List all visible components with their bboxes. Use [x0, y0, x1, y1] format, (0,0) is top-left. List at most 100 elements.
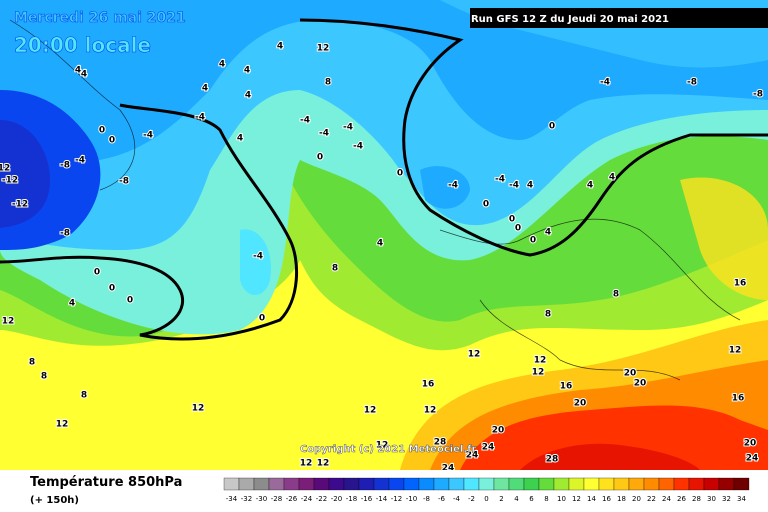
contour-label: 0: [99, 126, 105, 136]
scale-swatch: [463, 477, 480, 491]
scale-tick-label: -10: [406, 495, 417, 503]
contour-label: -8: [753, 90, 763, 100]
scale-swatch: [673, 477, 690, 491]
scale-swatch: [403, 477, 420, 491]
contour-label: 20: [492, 426, 505, 436]
contour-label: 4: [69, 299, 75, 309]
contour-label: 12: [532, 368, 545, 378]
contour-label: 4: [545, 228, 551, 238]
scale-tick-label: -30: [256, 495, 267, 503]
contour-label: 16: [732, 394, 745, 404]
contour-label: 8: [613, 290, 619, 300]
contour-label: 0: [515, 224, 521, 234]
contour-label: 4: [377, 239, 383, 249]
contour-label: 8: [325, 78, 331, 88]
contour-label: 4: [609, 173, 615, 183]
scale-tick-label: 28: [692, 495, 701, 503]
scale-swatch: [478, 477, 495, 491]
contour-label: 0: [127, 296, 133, 306]
scale-swatch: [658, 477, 675, 491]
contour-label: 4: [527, 181, 533, 191]
scale-swatch: [223, 477, 240, 491]
color-scale: -34 -32 -30 -28 -26 -24 -22 -20 -18 -16 -14 -12 -10-…: [223, 477, 750, 503]
footer-bar: [0, 470, 768, 512]
footer-title: Température 850hPa: [30, 475, 182, 490]
contour-label: 20: [574, 399, 587, 409]
contour-label: 4: [587, 181, 593, 191]
scale-tick-label: 20: [632, 495, 641, 503]
contour-label: 16: [422, 380, 435, 390]
footer-lead: (+ 150h): [30, 495, 79, 506]
scale-swatch: [583, 477, 600, 491]
contour-label: 20: [624, 369, 637, 379]
contour-label: -8: [119, 177, 129, 187]
contour-label: 12: [300, 459, 313, 469]
contour-label: 12: [468, 350, 481, 360]
contour-label: 12: [192, 404, 205, 414]
scale-tick-label: 8: [544, 495, 548, 503]
contour-label: 4: [75, 66, 81, 76]
contour-label: -4: [319, 129, 329, 139]
scale-swatch: [523, 477, 540, 491]
scale-tick-label: 6: [529, 495, 534, 503]
scale-swatch: [268, 477, 285, 491]
scale-tick-label: 22: [647, 495, 656, 503]
contour-label: 4: [219, 60, 225, 70]
contour-label: 8: [332, 264, 338, 274]
coastlines: [9, 19, 741, 381]
scale-swatch: [628, 477, 645, 491]
contour-label: 0: [549, 122, 555, 132]
scale-tick-label: 14: [587, 495, 596, 503]
scale-swatch: [433, 477, 450, 491]
contour-label: 16: [734, 279, 747, 289]
contour-label: -4: [509, 181, 519, 191]
contour-label: 0: [109, 136, 115, 146]
contour-label: -8: [60, 161, 70, 171]
scale-tick-label: 2: [499, 495, 503, 503]
scale-swatch: [553, 477, 570, 491]
contour-label: -8: [60, 229, 70, 239]
scale-swatch: [238, 477, 255, 491]
contour-label: 4: [202, 84, 208, 94]
scale-swatch: [508, 477, 525, 491]
scale-tick-label: 16: [602, 495, 611, 503]
contour-label: -8: [687, 78, 697, 88]
contour-label: 8: [29, 358, 35, 368]
scale-swatch: [388, 477, 405, 491]
scale-swatch: [448, 477, 465, 491]
scale-tick-label: -22: [316, 495, 327, 503]
contour-label: 12: [364, 406, 377, 416]
scale-tick-label: 12: [572, 495, 581, 503]
contour-label: 4: [245, 91, 251, 101]
contour-label: 12: [424, 406, 437, 416]
valid-time: 20:00 locale: [14, 33, 151, 57]
scale-swatch: [613, 477, 630, 491]
contour-label: 8: [41, 372, 47, 382]
contour-label: -4: [600, 78, 610, 88]
contour-label: 24: [466, 451, 479, 461]
contour-label: 4: [244, 66, 250, 76]
scale-swatch: [538, 477, 555, 491]
scale-tick-label: 32: [722, 495, 731, 503]
scale-tick-label: 4: [514, 495, 519, 503]
scale-swatch: [493, 477, 510, 491]
contour-label: 28: [546, 455, 559, 465]
contour-label: 12: [317, 44, 330, 54]
contour-label: -4: [143, 131, 153, 141]
scale-tick-label: 10: [557, 495, 566, 503]
scale-tick-label: 30: [707, 495, 716, 503]
copyright: Copyright (c) 2021 Meteociel.fr: [300, 444, 477, 455]
scale-tick-label: -2: [468, 495, 475, 503]
scale-tick-label: -26: [286, 495, 298, 503]
scale-swatch: [253, 477, 270, 491]
contour-label: 16: [560, 382, 573, 392]
scale-swatch: [718, 477, 735, 491]
scale-tick-label: -24: [301, 495, 313, 503]
contour-label: 12: [0, 164, 10, 174]
contour-label: -4: [448, 181, 458, 191]
scale-tick-label: -28: [271, 495, 282, 503]
scale-swatch: [688, 477, 705, 491]
scale-tick-label: -12: [391, 495, 402, 503]
contour-label: -4: [253, 252, 263, 262]
